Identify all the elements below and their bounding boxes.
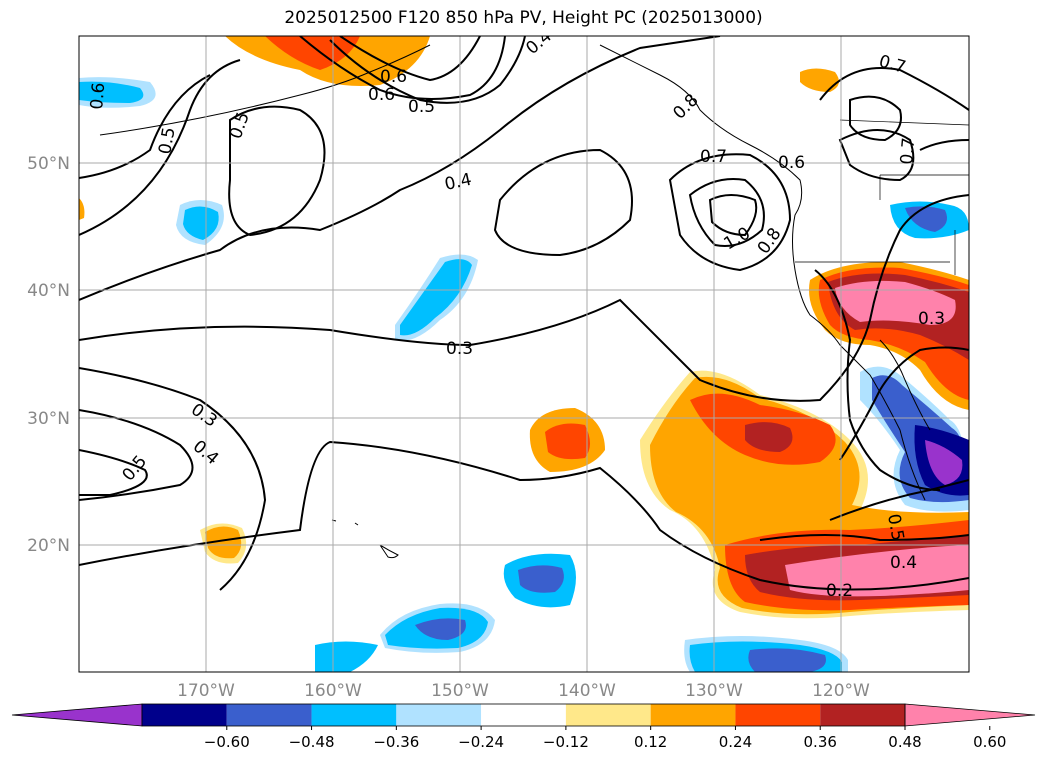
- colorbar-tick-label: 0.48: [888, 733, 921, 751]
- colorbar-swatch: [226, 704, 312, 726]
- colorbar-swatch: [565, 704, 651, 726]
- colorbar-extend-max: [904, 703, 1036, 727]
- lon-label: 130°W: [685, 681, 743, 701]
- coastlines: [99, 44, 969, 559]
- contour-line: [79, 74, 211, 179]
- pv-negative-core: [518, 565, 564, 593]
- pv-positive-core: [265, 36, 360, 70]
- lat-axis: 50°N 40°N 30°N 20°N: [27, 154, 70, 556]
- pv-negative-core: [748, 648, 826, 672]
- colorbar-extend-min: [11, 703, 143, 727]
- contour-line: [838, 129, 915, 182]
- colorbar-swatch: [311, 704, 397, 726]
- lon-label: 120°W: [812, 681, 870, 701]
- colorbar-tick-label: −0.60: [204, 733, 250, 751]
- contour-label: 0.7: [897, 137, 919, 166]
- contour-line: [79, 409, 194, 501]
- map-title: 2025012500 F120 850 hPa PV, Height PC (2…: [284, 8, 763, 28]
- contour-label: 0.2: [826, 581, 853, 601]
- contour-label: 0.6: [380, 67, 407, 87]
- contour-line: [79, 194, 969, 402]
- contour-line: [688, 178, 765, 247]
- pv-negative-region: [315, 641, 378, 672]
- pv-shading: [79, 36, 969, 672]
- colorbar: −0.60 −0.48 −0.36 −0.24 −0.12 0.12 0.24 0.36 0.4…: [11, 703, 1036, 751]
- lon-label: 140°W: [558, 681, 616, 701]
- contour-line: [708, 194, 758, 237]
- pv-positive-max: [785, 545, 969, 597]
- height-contours: [79, 36, 969, 591]
- pv-positive-core: [205, 526, 242, 559]
- contour-label: 0.5: [155, 126, 179, 156]
- contour-label: 0.5: [408, 97, 435, 117]
- coastline-north-america: [599, 44, 926, 501]
- lon-axis: 170°W 160°W 150°W 140°W 130°W 120°W: [177, 681, 870, 701]
- pv-positive-core: [745, 422, 793, 452]
- coastline-baja: [879, 339, 931, 431]
- contour-line: [79, 59, 241, 236]
- pv-positive-max: [835, 280, 956, 325]
- colorbar-tick-label: 0.60: [973, 733, 1006, 751]
- contour-label: 0.6: [368, 85, 395, 105]
- contour-label: 0.7: [700, 147, 727, 167]
- pv-positive-region: [800, 68, 839, 92]
- colorbar-tick-label: 0.12: [634, 733, 667, 751]
- contour-label: 0.3: [446, 339, 473, 359]
- lon-label: 160°W: [304, 681, 362, 701]
- map-frame: [78, 35, 970, 673]
- lon-label: 150°W: [431, 681, 489, 701]
- pv-positive-region: [79, 198, 85, 220]
- map-plot-area: 0.4 0.6 0.5 0.7 0.4 0.7 0.6 1.0 0.8 0.3 …: [79, 36, 969, 672]
- lat-label: 20°N: [27, 536, 70, 556]
- contour-line: [299, 36, 506, 100]
- contour-line: [79, 367, 267, 591]
- contour-line: [493, 148, 633, 257]
- contour-line: [339, 36, 481, 82]
- pv-negative-core: [79, 81, 144, 103]
- lat-label: 50°N: [27, 154, 70, 174]
- colorbar-outline: [141, 703, 906, 727]
- contour-label: 0.6: [87, 82, 109, 111]
- colorbar-swatch: [142, 704, 227, 726]
- state-borders: [795, 119, 969, 275]
- contour-label: 0.3: [918, 309, 945, 329]
- colorbar-swatch: [650, 704, 736, 726]
- colorbar-tick-label: 0.24: [719, 733, 752, 751]
- gridlines: [79, 36, 969, 672]
- contour-line: [228, 105, 326, 237]
- contour-line: [839, 346, 969, 461]
- colorbar-tick-label: 0.36: [804, 733, 837, 751]
- pv-negative-core: [183, 206, 219, 240]
- contour-line: [329, 36, 526, 104]
- contour-line: [919, 139, 969, 151]
- lon-label: 170°W: [177, 681, 235, 701]
- pv-negative-core: [415, 618, 466, 640]
- colorbar-swatch: [820, 704, 905, 726]
- colorbar-swatch: [735, 704, 821, 726]
- contour-line: [849, 95, 902, 142]
- contour-line: [79, 36, 721, 301]
- contour-line: [79, 449, 148, 496]
- contour-line: [79, 440, 969, 591]
- contour-label: 0.5: [883, 512, 907, 542]
- contour-label: 0.4: [890, 553, 917, 573]
- colorbar-swatch: [396, 704, 482, 726]
- pv-negative-core: [400, 259, 472, 336]
- colorbar-tick-label: −0.36: [373, 733, 419, 751]
- pv-negative-max: [925, 440, 963, 485]
- colorbar-tick-label: −0.48: [289, 733, 335, 751]
- contour-line: [819, 67, 969, 111]
- contour-line: [759, 534, 969, 542]
- contour-line: [829, 479, 969, 521]
- lat-label: 30°N: [27, 409, 70, 429]
- coastline-aleutians: [99, 44, 431, 136]
- colorbar-swatch: [481, 704, 566, 726]
- contour-label: 0.6: [778, 153, 805, 173]
- pv-positive-core: [545, 423, 590, 460]
- colorbar-tick-label: −0.12: [543, 733, 589, 751]
- lat-label: 40°N: [27, 281, 70, 301]
- colorbar-tick-label: −0.24: [458, 733, 504, 751]
